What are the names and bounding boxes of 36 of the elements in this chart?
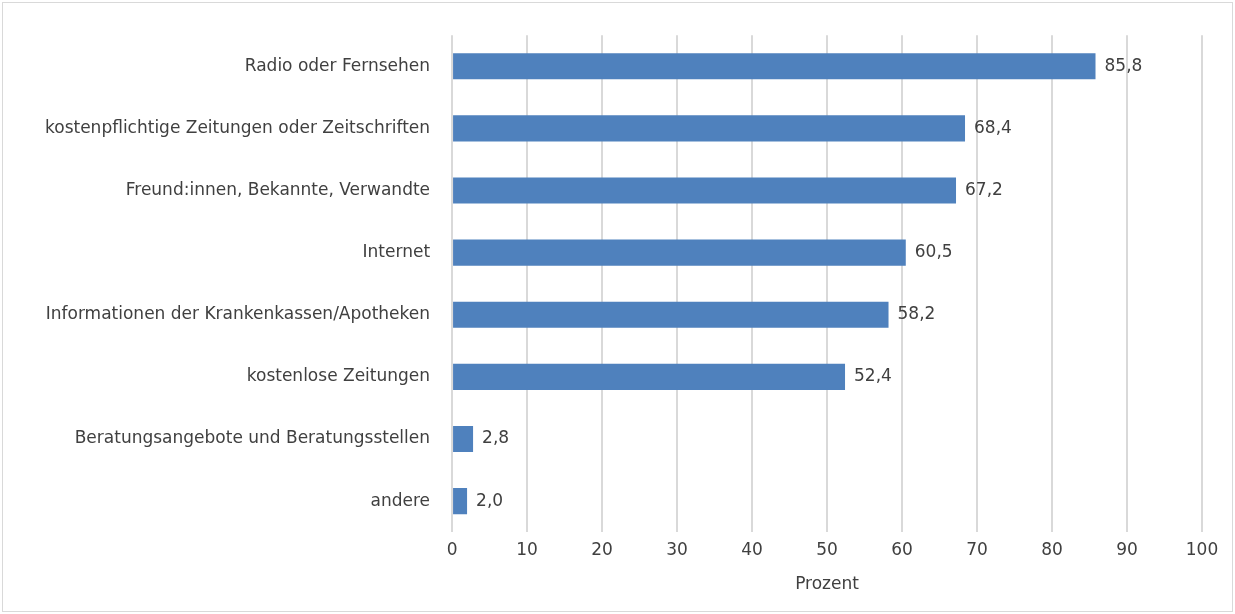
x-tick-label: 10 bbox=[516, 538, 538, 559]
bar bbox=[453, 425, 474, 453]
bar bbox=[453, 301, 889, 328]
data-label: 60,5 bbox=[914, 241, 953, 262]
x-tick-label: 70 bbox=[966, 538, 988, 559]
y-tick-label: kostenlose Zeitungen bbox=[246, 365, 431, 386]
data-label: 58,2 bbox=[897, 303, 936, 324]
y-tick-label: Internet bbox=[362, 241, 431, 262]
data-label: 85,8 bbox=[1104, 54, 1143, 75]
data-label: 68,4 bbox=[974, 116, 1012, 137]
bar bbox=[453, 363, 846, 390]
data-label: 52,4 bbox=[854, 365, 892, 386]
y-tick-label: Beratungsangebote und Beratungsstellen bbox=[74, 427, 431, 448]
x-tick-label: 80 bbox=[1041, 538, 1063, 559]
x-tick-label: 60 bbox=[891, 538, 913, 559]
x-tick-label: 40 bbox=[741, 538, 763, 559]
y-tick-label: kostenpflichtige Zeitungen oder Zeitschriften bbox=[44, 116, 431, 137]
data-label: 2,0 bbox=[476, 489, 504, 510]
y-tick-label: andere bbox=[370, 489, 431, 510]
bar bbox=[453, 488, 468, 515]
data-label: 67,2 bbox=[965, 178, 1003, 199]
bar bbox=[453, 53, 1096, 80]
y-tick-label: Freund:innen, Bekannte, Verwandte bbox=[125, 178, 431, 199]
bar bbox=[453, 177, 957, 204]
x-axis-title: Prozent bbox=[795, 573, 860, 594]
x-tick-label: 50 bbox=[816, 538, 838, 559]
x-tick-label: 100 bbox=[1185, 538, 1219, 559]
data-label: 2,8 bbox=[482, 427, 510, 448]
x-tick-label: 30 bbox=[666, 538, 688, 559]
bar bbox=[453, 115, 966, 142]
y-tick-label: Radio oder Fernsehen bbox=[244, 54, 431, 75]
y-tick-label: Informationen der Krankenkassen/Apotheken bbox=[45, 303, 431, 324]
x-tick-label: 20 bbox=[591, 538, 613, 559]
x-tick-label: 90 bbox=[1116, 538, 1138, 559]
x-tick-label: 0 bbox=[446, 538, 458, 559]
bar bbox=[453, 239, 906, 266]
